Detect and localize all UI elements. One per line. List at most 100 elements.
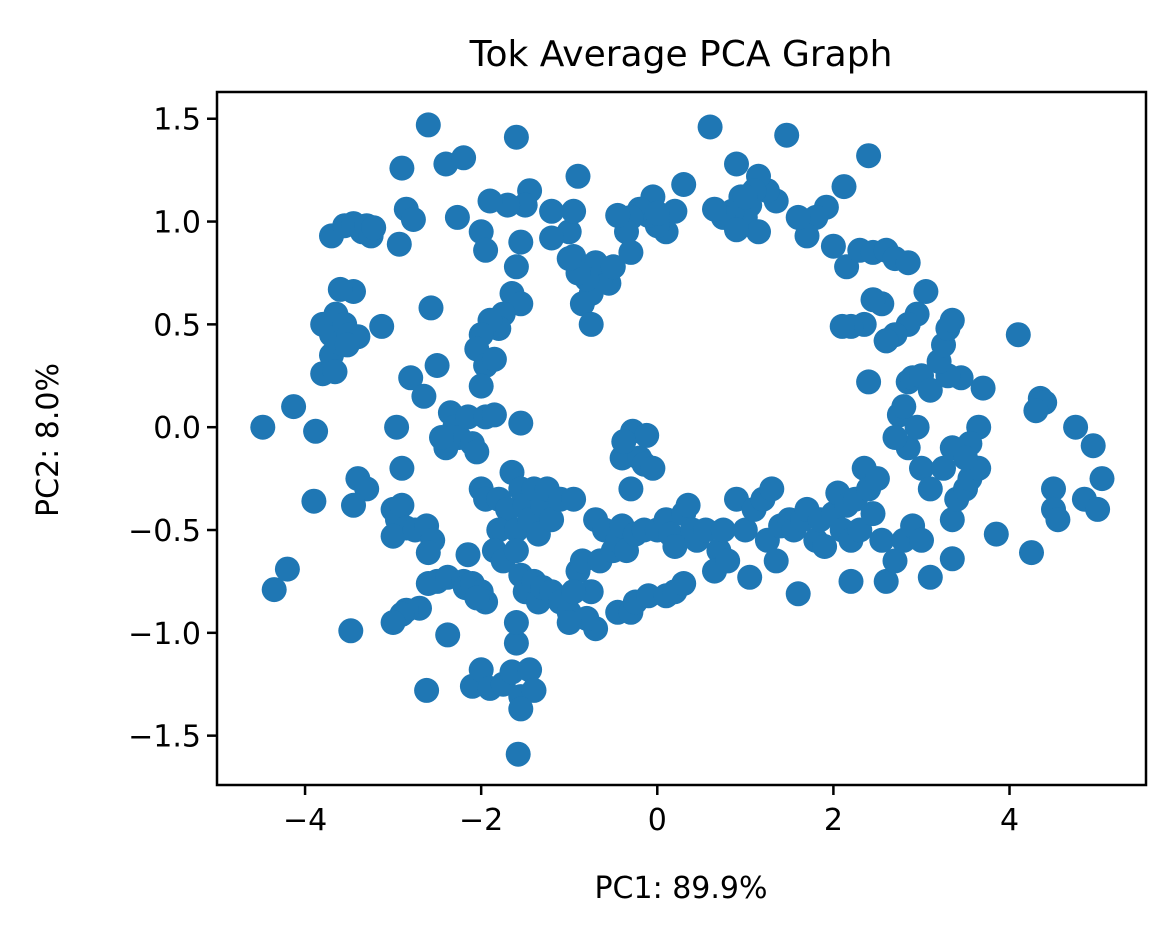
data-point bbox=[702, 196, 727, 222]
data-point bbox=[503, 610, 529, 635]
data-point bbox=[856, 369, 882, 395]
data-point bbox=[724, 151, 749, 177]
data-point bbox=[389, 492, 415, 518]
data-point bbox=[763, 548, 789, 574]
data-point bbox=[327, 276, 353, 302]
data-point bbox=[785, 581, 811, 607]
data-point bbox=[389, 455, 415, 481]
data-point bbox=[468, 373, 494, 399]
data-point bbox=[464, 439, 490, 465]
data-point bbox=[455, 404, 481, 430]
data-point bbox=[281, 394, 307, 420]
data-point bbox=[931, 455, 956, 481]
data-point bbox=[953, 445, 978, 471]
x-tick-label: 2 bbox=[824, 803, 843, 838]
data-point bbox=[746, 219, 771, 245]
data-point bbox=[1063, 414, 1089, 440]
data-point bbox=[415, 540, 441, 566]
data-point bbox=[671, 172, 697, 197]
data-point bbox=[710, 517, 736, 543]
data-point bbox=[261, 577, 287, 603]
data-point bbox=[856, 143, 882, 169]
data-point bbox=[473, 237, 499, 263]
data-point bbox=[640, 455, 666, 481]
data-point bbox=[380, 523, 406, 549]
data-point bbox=[455, 542, 481, 568]
data-point bbox=[882, 425, 908, 450]
data-point bbox=[386, 231, 412, 257]
data-point bbox=[274, 556, 300, 582]
data-point bbox=[904, 414, 930, 440]
data-point bbox=[785, 204, 811, 230]
data-point bbox=[829, 313, 855, 339]
data-point bbox=[939, 307, 965, 333]
data-point bbox=[675, 492, 701, 518]
data-point bbox=[400, 207, 426, 232]
data-point bbox=[882, 548, 908, 574]
data-point bbox=[517, 657, 543, 683]
data-point bbox=[860, 287, 886, 313]
data-point bbox=[909, 455, 934, 481]
data-point bbox=[539, 507, 565, 533]
data-point bbox=[1080, 433, 1106, 459]
data-point bbox=[759, 476, 785, 502]
data-point bbox=[464, 585, 490, 611]
data-point bbox=[435, 622, 461, 648]
data-point bbox=[693, 517, 719, 543]
data-point bbox=[803, 204, 829, 230]
data-point bbox=[444, 204, 470, 230]
y-tick-label: 1.5 bbox=[153, 103, 201, 138]
data-point bbox=[895, 250, 921, 276]
data-point bbox=[341, 492, 366, 518]
data-point bbox=[503, 538, 529, 564]
data-point bbox=[1045, 507, 1071, 533]
data-point bbox=[565, 163, 591, 189]
data-point bbox=[503, 124, 529, 150]
data-point bbox=[1089, 466, 1115, 492]
data-point bbox=[618, 476, 644, 502]
data-point bbox=[503, 254, 529, 280]
data-point bbox=[611, 429, 637, 455]
data-point bbox=[1023, 398, 1049, 424]
x-axis-label: PC1: 89.9% bbox=[594, 871, 767, 906]
data-point bbox=[414, 677, 440, 703]
x-axis-ticks: −4 −2 0 2 4 bbox=[283, 785, 1019, 838]
data-point bbox=[380, 610, 406, 635]
data-point bbox=[398, 365, 424, 391]
data-point bbox=[970, 375, 996, 401]
data-point bbox=[569, 548, 595, 574]
data-point bbox=[508, 410, 534, 436]
data-point bbox=[1019, 540, 1044, 566]
data-point bbox=[1005, 322, 1031, 348]
data-point bbox=[508, 696, 534, 722]
data-point bbox=[732, 517, 758, 543]
data-point bbox=[909, 527, 934, 553]
data-point bbox=[939, 507, 965, 533]
data-point bbox=[539, 198, 565, 224]
data-point bbox=[556, 610, 582, 635]
data-point bbox=[322, 359, 348, 385]
data-point bbox=[1041, 476, 1066, 502]
data-point bbox=[384, 414, 410, 440]
data-point bbox=[429, 425, 454, 450]
data-point bbox=[724, 217, 749, 243]
data-point bbox=[578, 579, 604, 605]
data-point bbox=[860, 501, 886, 527]
data-point bbox=[869, 527, 895, 553]
data-point bbox=[774, 122, 800, 148]
data-point bbox=[891, 394, 917, 420]
data-point bbox=[838, 568, 864, 594]
plot-frame bbox=[215, 90, 1148, 787]
data-point bbox=[983, 521, 1009, 547]
y-tick-label: −1.0 bbox=[128, 617, 201, 652]
data-point bbox=[917, 476, 943, 502]
y-tick-label: 1.0 bbox=[153, 206, 201, 241]
data-point bbox=[732, 184, 758, 210]
data-point bbox=[939, 546, 965, 572]
data-point bbox=[873, 568, 899, 594]
data-point bbox=[671, 571, 697, 596]
data-point bbox=[820, 233, 846, 259]
data-point bbox=[917, 377, 943, 403]
data-point bbox=[697, 114, 723, 140]
data-point bbox=[389, 155, 415, 181]
